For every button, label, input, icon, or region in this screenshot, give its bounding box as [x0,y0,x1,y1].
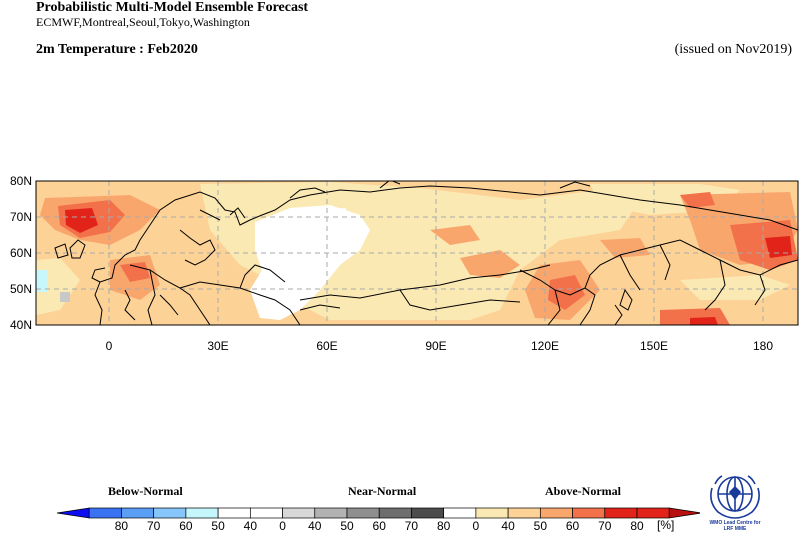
near-normal-label: Near-Normal [348,484,417,498]
legend-box [185,507,219,519]
legend-box [346,507,380,519]
legend-box [88,507,122,519]
legend-box [604,507,638,519]
legend-box [636,507,670,519]
legend-tick-label: 70 [405,519,419,533]
lon-label-120e: 120E [531,339,559,353]
legend-box [378,507,412,519]
legend-box [217,507,251,519]
legend-box [411,507,445,519]
legend-box [314,507,348,519]
legend-tick-label: 80 [630,519,644,533]
legend-tick-label: 40 [308,519,322,533]
legend-tick-label: 50 [340,519,354,533]
legend-box [282,507,316,519]
below-normal-label: Below-Normal [108,484,183,498]
legend-tick-label: 60 [373,519,387,533]
coastlines [54,181,798,325]
map-title: Probabilistic Multi-Model Ensemble Forec… [36,0,309,15]
legend-tick-label: 80 [115,519,129,533]
lon-label-150e: 150E [640,339,668,353]
forecast-variable: 2m Temperature : Feb2020 [36,42,198,57]
lat-label-70n: 70N [10,210,32,224]
lat-label-40n: 40N [10,318,32,332]
lon-label-180: 180 [753,339,773,353]
legend-tick-label: 60 [566,519,580,533]
legend-box [249,507,283,519]
legend-box [475,507,509,519]
near-40-50-region [60,292,70,302]
legend-box [507,507,541,519]
legend-tick-label: 80 [437,519,451,533]
legend-boxes [56,507,700,519]
legend-arrow-left [56,507,90,519]
lon-label-90e: 90E [425,339,446,353]
legend-tick-label: 70 [147,519,161,533]
lon-label-30e: 30E [207,339,228,353]
legend-tick-label: 0 [279,519,286,533]
lon-label-60e: 60E [316,339,337,353]
legend-tick-label: 50 [211,519,225,533]
legend-tick-label: 60 [179,519,193,533]
above-normal-label: Above-Normal [545,484,621,498]
legend-tick-label: 40 [501,519,515,533]
legend-tick-label: 40 [244,519,258,533]
legend-ticks: 80 70 60 50 40 0 40 50 60 70 80 0 40 50 60 70 80 [115,519,644,533]
below-40-50-region [36,270,48,292]
above-80-region [65,208,792,325]
color-legend: 80 70 60 50 40 0 40 50 60 70 80 0 40 50 60 70 80 [%] [56,507,700,533]
legend-box [121,507,155,519]
legend-tick-label: 50 [534,519,548,533]
legend-box [572,507,606,519]
legend-tick-label: 70 [598,519,612,533]
forecast-map: 80N 70N 60N 50N 40N 0 30E 60E 90E 120E 1… [10,174,799,353]
lat-label-80n: 80N [10,174,32,188]
wmo-logo [710,475,760,519]
wmo-logo-text: WMO Lead Centre for LRF MME [709,520,761,532]
lat-label-50n: 50N [10,282,32,296]
issued-date: (issued on Nov2019) [674,42,792,57]
lon-label-0: 0 [106,339,113,353]
legend-box [443,507,477,519]
legend-unit: [%] [657,518,674,532]
map-subtitle: ECMWF,Montreal,Seoul,Tokyo,Washington [36,15,250,29]
legend-tick-label: 0 [473,519,480,533]
legend-box [153,507,187,519]
legend-box [539,507,573,519]
gridlines [36,181,798,325]
legend-arrow-right [668,507,700,519]
lat-label-60n: 60N [10,246,32,260]
probability-field [36,182,798,325]
map-frame [35,180,799,326]
